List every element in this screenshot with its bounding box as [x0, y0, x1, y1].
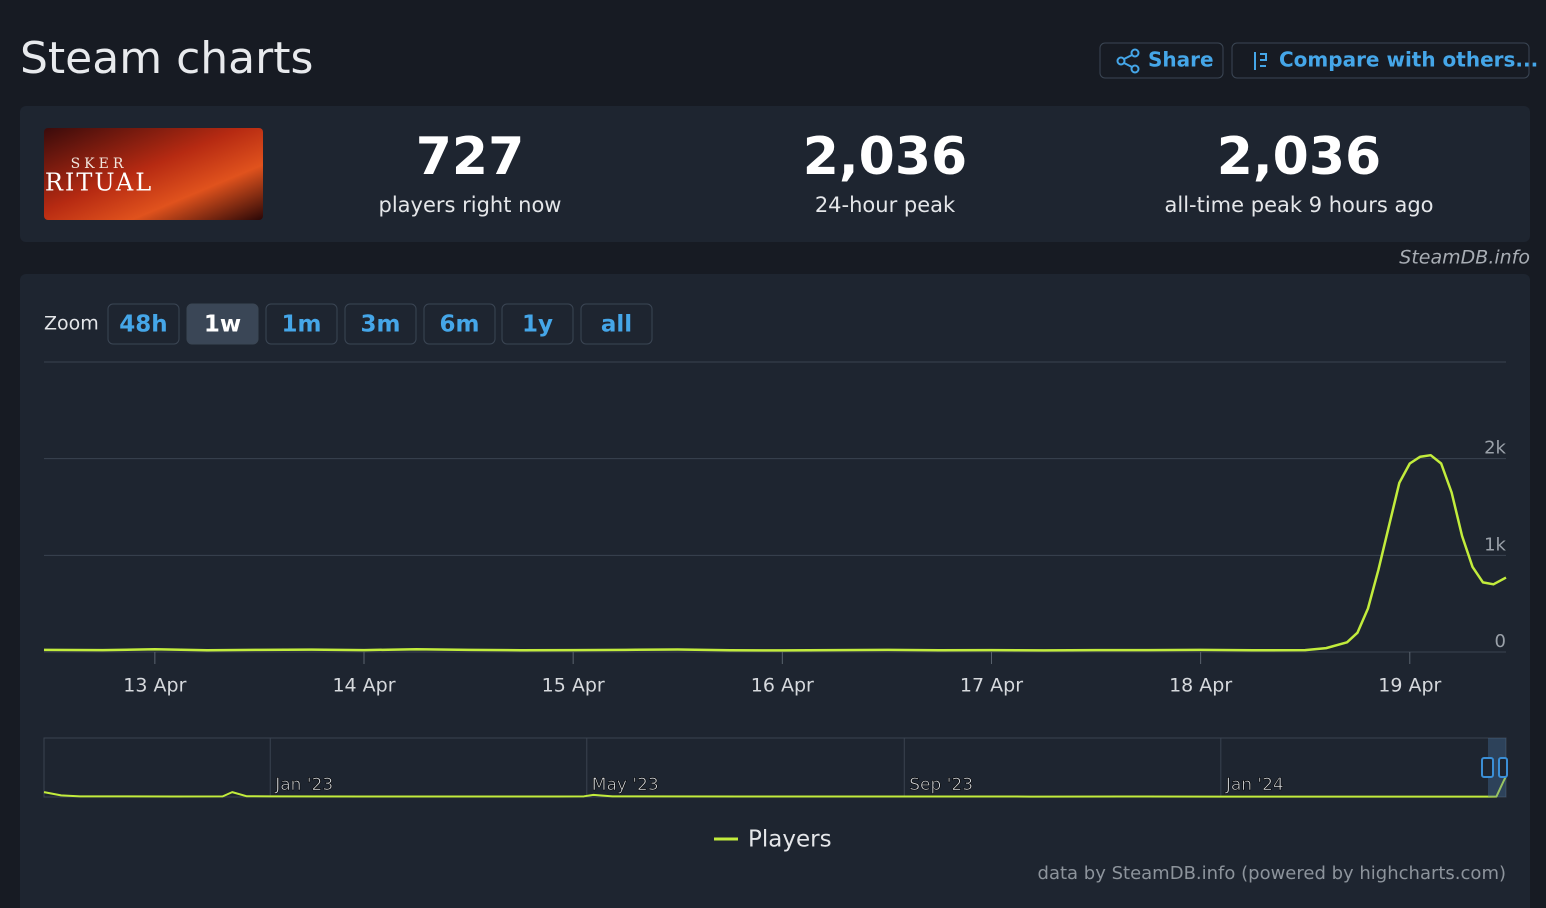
button-label: 1y [522, 312, 553, 338]
button-label: 3m [361, 312, 401, 338]
x-tick-label: 18 Apr [1169, 675, 1232, 697]
zoom-label: Zoom [44, 313, 99, 335]
data-line [43, 775, 1507, 798]
zoom-button[interactable]: 1w [186, 303, 259, 345]
game-image [44, 128, 263, 220]
x-tick-label: Jan '24 [1225, 775, 1284, 795]
charts: 0 1k 2k 13 Apr 14 Apr 15 Apr 16 Apr 17 Apr 18 Ap… [43, 438, 1507, 853]
stat-value: 2,036 [1217, 127, 1381, 187]
y-tick-label: 1k [1484, 534, 1506, 555]
x-tick-label: 17 Apr [960, 675, 1023, 697]
button-frame [107, 303, 180, 345]
stat-label: all-time peak 9 hours ago [1165, 193, 1434, 217]
stats-panel [20, 106, 1530, 242]
y-tick-label: 2k [1484, 438, 1506, 459]
button-label: Share [1148, 48, 1214, 72]
chart-panel [20, 274, 1530, 908]
x-tick-label: 16 Apr [751, 675, 814, 697]
x-tick-label: Sep '23 [909, 775, 973, 795]
button-frame [580, 303, 653, 345]
y-tick-label: 0 [1495, 631, 1506, 652]
game-art: SKER RITUAL [44, 128, 263, 220]
data-line [43, 453, 1507, 652]
button-frame [1231, 42, 1530, 79]
button-frame [423, 303, 496, 345]
x-tick-label: 15 Apr [542, 675, 605, 697]
stat-value: 727 [416, 127, 525, 187]
game-art-text: SKER [71, 156, 128, 172]
zoom-button[interactable]: 48h [107, 303, 180, 345]
button-frame [265, 303, 338, 345]
legend-label: Players [748, 827, 832, 853]
button-frame [344, 303, 417, 345]
zoom-button[interactable]: all [580, 303, 653, 345]
button-label: 1m [282, 312, 322, 338]
zoom-button[interactable]: 6m [423, 303, 496, 345]
stat-label: players right now [379, 193, 562, 217]
compare-icon [1254, 52, 1267, 70]
x-tick-label: 19 Apr [1378, 675, 1441, 697]
button-label: 1w [204, 312, 241, 338]
button-label: Compare with others... [1279, 48, 1538, 72]
zoom-button[interactable]: 3m [344, 303, 417, 345]
stat-label: 24-hour peak [815, 193, 956, 217]
button-frame [501, 303, 574, 345]
navigator-grip [1481, 757, 1494, 778]
button-label: 48h [119, 312, 167, 338]
navigator-handle[interactable] [1481, 738, 1508, 797]
share-icon [1116, 48, 1140, 74]
zoom-buttons: 48h 1w 1m 3m 6m 1y all [107, 303, 653, 345]
navigator-grip [1498, 757, 1508, 778]
x-tick-label: Jan '23 [274, 775, 333, 795]
x-tick-label: 13 Apr [123, 675, 186, 697]
compare-button[interactable]: Compare with others... [1231, 42, 1538, 79]
page-title: Steam charts [20, 33, 313, 84]
button-frame [186, 303, 259, 345]
x-tick-label: 14 Apr [332, 675, 395, 697]
game-art-text: RITUAL [45, 169, 153, 197]
x-tick-label: May '23 [592, 775, 659, 795]
credits: data by SteamDB.info (powered by highcha… [1038, 863, 1506, 884]
share-button[interactable]: Share [1099, 42, 1224, 79]
zoom-button[interactable]: 1y [501, 303, 574, 345]
stats: 727 players right now 2,036 24-hour peak 2,0… [379, 127, 1434, 217]
navigator-selection [1488, 738, 1506, 797]
button-label: all [601, 312, 632, 338]
stat-value: 2,036 [803, 127, 967, 187]
watermark: SteamDB.info [1399, 247, 1530, 269]
button-label: 6m [440, 312, 480, 338]
zoom-button[interactable]: 1m [265, 303, 338, 345]
